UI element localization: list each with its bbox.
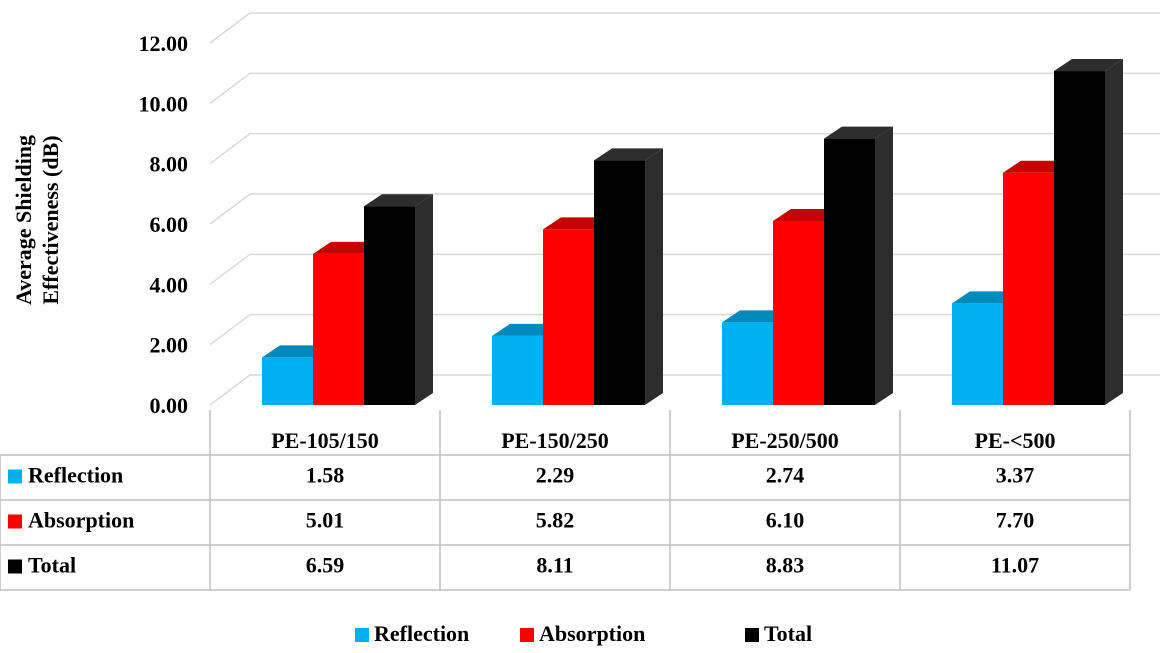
- y-tick-label: 2.00: [150, 333, 189, 358]
- y-tick-label: 12.00: [139, 31, 189, 56]
- table-swatch: [8, 469, 22, 484]
- table-cell: 3.37: [996, 463, 1035, 488]
- bar: [364, 206, 415, 405]
- table-swatch: [8, 559, 22, 574]
- legend-label: Reflection: [374, 621, 469, 646]
- bar-top: [594, 148, 663, 161]
- bar: [722, 322, 773, 405]
- bar: [1054, 71, 1105, 406]
- bar-top: [824, 126, 893, 139]
- table-row-label: Absorption: [28, 508, 134, 533]
- table-cell: 2.29: [536, 463, 575, 488]
- x-tick-label: PE-150/250: [501, 428, 609, 453]
- bar: [824, 138, 875, 405]
- y-tick-label: 6.00: [150, 212, 189, 237]
- legend-swatch: [355, 628, 369, 642]
- bar-side: [1105, 59, 1123, 406]
- bar: [543, 229, 594, 405]
- table-cell: 2.74: [766, 463, 805, 488]
- bar-side: [645, 148, 663, 405]
- bar: [492, 335, 543, 405]
- table-swatch: [8, 514, 22, 529]
- bar: [262, 357, 313, 405]
- table-cell: 8.83: [766, 553, 805, 578]
- bar-side: [875, 126, 893, 406]
- x-tick-label: PE-<500: [975, 428, 1056, 453]
- y-axis-label: Average Shielding Effectiveness (dB): [11, 134, 63, 306]
- y-tick-label: 8.00: [150, 152, 189, 177]
- bar-side: [415, 194, 433, 405]
- bar: [594, 160, 645, 405]
- legend-swatch: [745, 628, 759, 642]
- table-cell: 6.59: [306, 553, 345, 578]
- table-cell: 5.01: [306, 508, 345, 533]
- bar-top: [1054, 59, 1123, 72]
- table-cell: 5.82: [536, 508, 575, 533]
- grid-line: [209, 12, 1160, 44]
- bar: [952, 303, 1003, 405]
- table-cell: 7.70: [996, 508, 1035, 533]
- y-tick-label: 0.00: [150, 393, 189, 418]
- bar-top: [364, 194, 433, 207]
- legend-label: Absorption: [539, 621, 645, 646]
- grid-line: [209, 132, 1160, 165]
- y-tick-label: 10.00: [139, 91, 189, 116]
- bar: [313, 253, 364, 405]
- y-tick-label: 4.00: [150, 272, 189, 297]
- grid-line: [209, 72, 1160, 104]
- legend-label: Total: [764, 621, 812, 646]
- x-tick-label: PE-250/500: [731, 428, 839, 453]
- table-cell: 8.11: [536, 553, 573, 578]
- table-row-label: Total: [28, 553, 76, 578]
- table-cell: 1.58: [306, 463, 345, 488]
- bar: [1003, 172, 1054, 405]
- bar: [773, 220, 824, 405]
- legend-swatch: [520, 628, 534, 642]
- table-cell: 11.07: [991, 553, 1039, 578]
- x-tick-label: PE-105/150: [271, 428, 379, 453]
- table-cell: 6.10: [766, 508, 805, 533]
- table-row-label: Reflection: [28, 463, 123, 488]
